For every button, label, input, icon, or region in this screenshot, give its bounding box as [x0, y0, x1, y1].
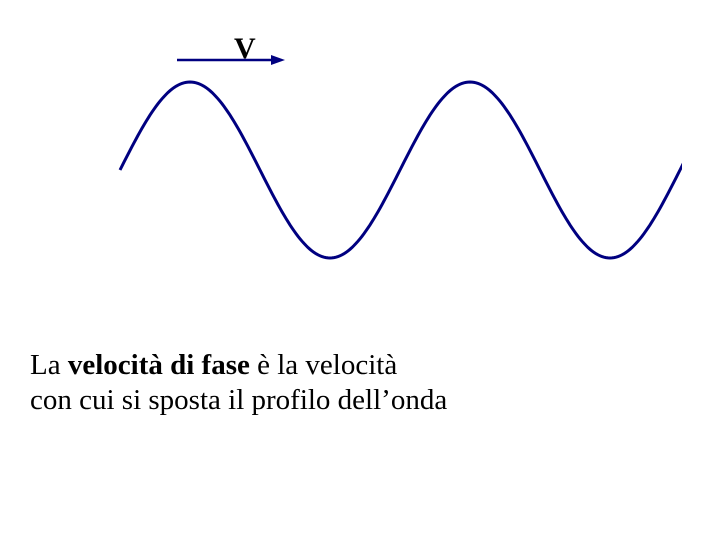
- caption-line1-c: è la velocità: [250, 349, 397, 381]
- wave-figure: [0, 0, 720, 540]
- wave-right-mask: [682, 70, 720, 290]
- diagram-canvas: V La velocità di fase è la velocità con …: [0, 0, 720, 540]
- sine-wave: [120, 82, 690, 258]
- caption-text: La velocità di fase è la velocità con cu…: [30, 348, 670, 419]
- caption-line2: con cui si sposta il profilo dell’onda: [30, 384, 447, 416]
- caption-line1-bold: velocità di fase: [68, 349, 250, 381]
- caption-line1-a: La: [30, 349, 68, 381]
- velocity-label: V: [234, 32, 256, 66]
- velocity-arrow-head: [271, 55, 285, 65]
